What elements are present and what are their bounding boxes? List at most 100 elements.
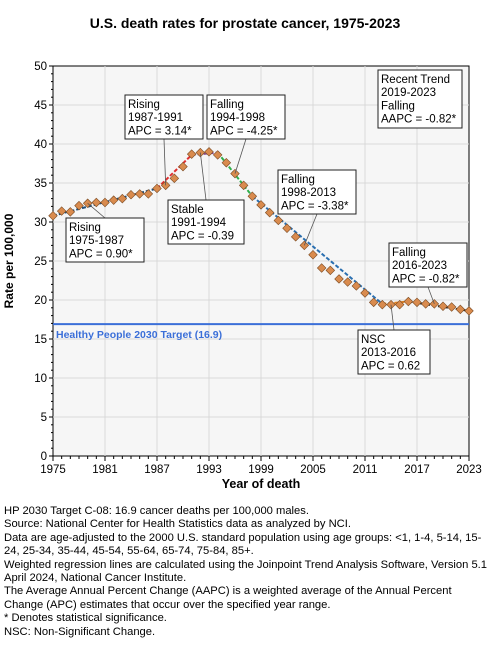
data-point [420, 299, 431, 309]
annotation-box [124, 94, 204, 140]
y-tick-label: 40 [34, 139, 47, 151]
annotation-text: 1998-2013 [281, 187, 336, 199]
annotation-box [167, 199, 245, 245]
data-point [108, 195, 119, 205]
data-point [308, 250, 318, 260]
annotation-text: AAPC = -0.82* [381, 114, 457, 126]
annotation-pointer [87, 202, 106, 219]
data-point [377, 299, 388, 310]
x-tick-label: 1981 [92, 464, 118, 476]
y-tick-label: 50 [34, 61, 47, 73]
annotation-text: 2013-2016 [361, 347, 416, 359]
data-point [212, 150, 223, 160]
data-point [186, 149, 197, 159]
note-target: HP 2030 Target C-08: 16.9 cancer deaths … [4, 505, 309, 517]
annotation-box [388, 242, 468, 288]
x-tick-label: 1993 [196, 464, 222, 476]
footnotes: HP 2030 Target C-08: 16.9 cancer deaths … [4, 505, 488, 639]
annotation-box [65, 217, 145, 263]
y-tick-label: 10 [34, 373, 47, 385]
annotation-text: APC = 0.90* [69, 248, 133, 260]
annotation-text: APC = -0.82* [392, 273, 460, 285]
data-point [282, 223, 292, 233]
data-point [204, 147, 214, 157]
note-age-adjust: Data are age-adjusted to the 2000 U.S. s… [4, 531, 482, 558]
trend-segment [156, 154, 193, 190]
note-nsc: NSC: Non-Significant Change. [4, 625, 156, 638]
annotation-text: APC = -4.25* [210, 125, 278, 137]
data-point [56, 206, 67, 216]
data-point [360, 288, 370, 298]
note-significance: * Denotes statistical significance. [4, 612, 167, 625]
data-point [342, 277, 353, 287]
data-point [446, 302, 457, 312]
data-point [325, 265, 336, 276]
annotation-text: 1991-1994 [171, 217, 227, 229]
y-axis-label: Rate per 100,000 [2, 213, 16, 308]
y-tick-label: 25 [34, 256, 47, 268]
data-point [152, 183, 162, 194]
annotation-text: 1994-1998 [210, 112, 265, 124]
annotation-box [277, 169, 357, 215]
x-tick-label: 1987 [144, 464, 170, 476]
y-tick-label: 30 [34, 217, 47, 229]
annotation-box [206, 94, 286, 140]
note-source: Source: National Center for Health Stati… [4, 518, 351, 531]
annotation-text: APC = -3.38* [281, 200, 349, 212]
y-tick-label: 20 [34, 295, 47, 307]
annotation-text: Stable [171, 204, 204, 216]
y-tick-label: 35 [34, 178, 47, 190]
data-point [264, 207, 275, 218]
annotation-pointer [427, 286, 435, 305]
data-point [394, 299, 405, 310]
data-point [100, 197, 110, 208]
data-point [464, 306, 474, 316]
data-point [48, 211, 58, 221]
annotation-box [357, 329, 431, 375]
x-axis: 1975 1981 1987 1993 1999 2005 2011 2017 2023 [40, 456, 482, 476]
y-tick-label: 45 [34, 100, 47, 112]
annotation-text: APC = 3.14* [128, 125, 192, 137]
x-tick-label: 2005 [300, 464, 326, 476]
annotation-text: 2016-2023 [392, 260, 447, 272]
x-tick-label: 2017 [404, 464, 430, 476]
y-tick-label: 5 [41, 412, 47, 424]
data-point [117, 193, 128, 204]
y-tick-label: 0 [41, 451, 47, 463]
data-point [178, 161, 188, 172]
data-point [273, 215, 284, 226]
data-point [221, 157, 232, 168]
x-tick-label: 1999 [248, 464, 274, 476]
annotation-text: Recent Trend [381, 74, 450, 86]
data-point [412, 297, 422, 308]
data-point [429, 299, 440, 309]
x-tick-label: 2011 [353, 464, 378, 476]
data-point [65, 207, 76, 217]
data-point [143, 189, 154, 199]
annotation-pointer [199, 152, 207, 201]
data-point [238, 180, 249, 191]
x-tick-label: 1975 [40, 464, 66, 476]
y-axis: 0 5 10 15 20 25 30 35 40 45 50 [34, 61, 53, 463]
annotation-pointer [303, 213, 318, 246]
annotation-text: APC = 0.62 [361, 360, 420, 372]
note-regression: Weighted regression lines are calculated… [4, 558, 487, 585]
annotation-text: Falling [210, 99, 244, 111]
data-point [438, 301, 448, 311]
annotation-text: 1987-1991 [128, 112, 183, 124]
data-point [455, 304, 466, 315]
x-tick-label: 2023 [456, 464, 482, 476]
chart: U.S. death rates for prostate cancer, 19… [2, 15, 482, 491]
target-label: Healthy People 2030 Target (16.9) [56, 329, 222, 341]
annotation-text: Falling [392, 247, 426, 259]
data-point [74, 200, 84, 211]
data-point [126, 189, 136, 200]
y-tick-label: 15 [34, 334, 47, 346]
data-point [368, 297, 379, 308]
data-point [403, 296, 414, 307]
annotation-text: Rising [128, 99, 160, 111]
note-aapc: The Average Annual Percent Change (AAPC)… [4, 585, 452, 611]
data-point [299, 240, 310, 251]
data-point [247, 191, 258, 201]
